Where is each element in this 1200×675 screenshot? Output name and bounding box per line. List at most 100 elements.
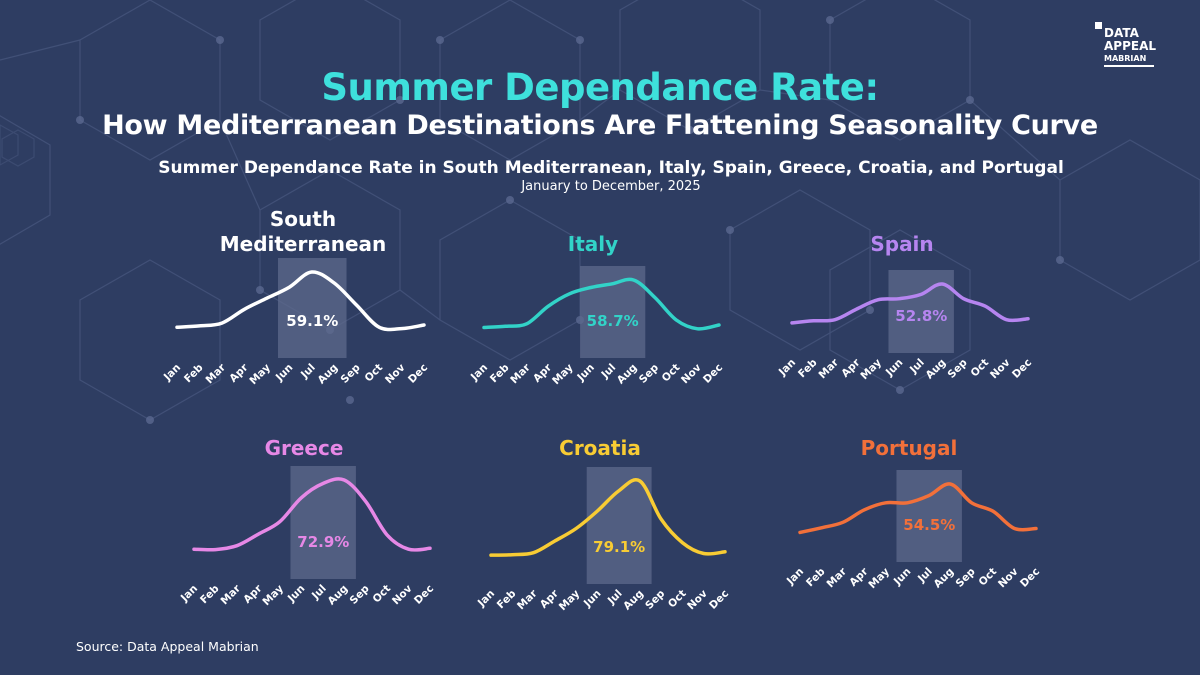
tick-label-jun: Jun <box>285 583 308 606</box>
tick-label-apr: Apr <box>241 582 265 606</box>
tick-label-feb: Feb <box>804 565 828 589</box>
panel-title: Italy <box>567 232 619 256</box>
logo-line-1: DATA <box>1104 26 1139 40</box>
tick-label-aug: Aug <box>315 362 340 387</box>
tick-label-dec: Dec <box>406 362 430 386</box>
tick-label-aug: Aug <box>621 588 646 613</box>
tick-label-feb: Feb <box>182 361 206 385</box>
tick-label-nov: Nov <box>679 362 704 387</box>
tick-label-oct: Oct <box>660 362 683 385</box>
tick-label-may: May <box>858 357 884 383</box>
source-note: Source: Data Appeal Mabrian <box>76 639 259 654</box>
tick-label-jan: Jan <box>178 583 200 605</box>
chart-subtitle: Summer Dependance Rate in South Mediterr… <box>158 158 1064 178</box>
summer-rate-label: 79.1% <box>593 538 645 556</box>
tick-label-may: May <box>260 583 286 609</box>
summer-rate-label: 72.9% <box>297 533 349 551</box>
tick-label-mar: Mar <box>203 361 228 386</box>
tick-label-jun: Jun <box>883 357 906 380</box>
tick-label-nov: Nov <box>685 588 710 613</box>
tick-label-nov: Nov <box>988 357 1013 382</box>
page-title-line-2: How Mediterranean Destinations Are Flatt… <box>102 110 1098 141</box>
tick-label-dec: Dec <box>412 583 436 607</box>
tick-label-feb: Feb <box>198 582 222 606</box>
tick-label-jan: Jan <box>784 566 806 588</box>
tick-label-sep: Sep <box>954 565 979 590</box>
tick-label-mar: Mar <box>515 587 540 612</box>
panel-title: South Mediterranean <box>219 207 387 256</box>
summer-highlight-band <box>586 467 652 584</box>
tick-label-jan: Jan <box>468 362 490 384</box>
tick-label-nov: Nov <box>383 362 408 387</box>
tick-label-may: May <box>557 588 583 614</box>
series-line <box>482 277 721 331</box>
panel-title: Croatia <box>559 436 641 460</box>
tick-label-sep: Sep <box>946 356 971 381</box>
series-line <box>489 478 727 557</box>
tick-label-dec: Dec <box>707 588 731 612</box>
tick-label-jan: Jan <box>776 357 798 379</box>
series-line <box>192 477 432 552</box>
tick-label-dec: Dec <box>701 362 725 386</box>
series-line <box>790 282 1030 325</box>
tick-label-mar: Mar <box>816 356 841 381</box>
tick-label-jun: Jun <box>273 362 296 385</box>
tick-label-may: May <box>247 362 273 388</box>
tick-label-dec: Dec <box>1018 566 1042 590</box>
tick-label-sep: Sep <box>348 582 373 607</box>
tick-label-oct: Oct <box>370 583 393 606</box>
logo-square-icon <box>1095 22 1102 29</box>
tick-label-apr: Apr <box>839 356 863 380</box>
tick-label-may: May <box>550 362 576 388</box>
tick-label-oct: Oct <box>362 362 385 385</box>
tick-label-apr: Apr <box>538 587 562 611</box>
tick-label-mar: Mar <box>824 565 849 590</box>
panel-title: Portugal <box>860 436 958 460</box>
tick-label-apr: Apr <box>847 565 871 589</box>
tick-label-oct: Oct <box>976 566 999 589</box>
tick-label-jan: Jan <box>161 362 183 384</box>
tick-label-jun: Jun <box>574 362 597 385</box>
tick-label-aug: Aug <box>923 357 948 382</box>
tick-label-jun: Jun <box>891 566 914 589</box>
tick-label-may: May <box>866 566 892 592</box>
tick-label-aug: Aug <box>931 566 956 591</box>
summer-rate-label: 52.8% <box>895 307 947 325</box>
logo-line-2: APPEAL <box>1104 39 1157 53</box>
tick-label-jun: Jun <box>581 588 604 611</box>
panel-title: Spain <box>870 232 934 256</box>
tick-label-sep: Sep <box>643 587 668 612</box>
tick-label-nov: Nov <box>996 566 1021 591</box>
tick-label-oct: Oct <box>666 588 689 611</box>
page-title: Summer Dependance Rate: <box>321 66 879 109</box>
tick-label-mar: Mar <box>218 582 243 607</box>
tick-label-nov: Nov <box>390 583 415 608</box>
brand-logo: DATA APPEAL MABRIAN <box>1095 22 1185 68</box>
logo-line-3: MABRIAN <box>1104 54 1147 63</box>
series-line <box>798 482 1038 535</box>
summer-rate-label: 54.5% <box>903 516 955 534</box>
tick-label-dec: Dec <box>1010 357 1034 381</box>
tick-label-feb: Feb <box>796 356 820 380</box>
summer-rate-label: 58.7% <box>587 312 639 330</box>
summer-rate-label: 59.1% <box>286 312 338 330</box>
tick-label-jan: Jan <box>475 588 497 610</box>
panel-title: Greece <box>264 436 344 460</box>
tick-label-mar: Mar <box>508 361 533 386</box>
logo-underline <box>1104 65 1154 67</box>
chart-period: January to December, 2025 <box>521 179 701 194</box>
tick-label-apr: Apr <box>227 361 251 385</box>
tick-label-sep: Sep <box>339 361 364 386</box>
tick-label-sep: Sep <box>637 361 662 386</box>
tick-label-oct: Oct <box>968 357 991 380</box>
series-line <box>175 270 426 332</box>
summer-highlight-band <box>278 258 347 358</box>
tick-label-apr: Apr <box>531 361 555 385</box>
